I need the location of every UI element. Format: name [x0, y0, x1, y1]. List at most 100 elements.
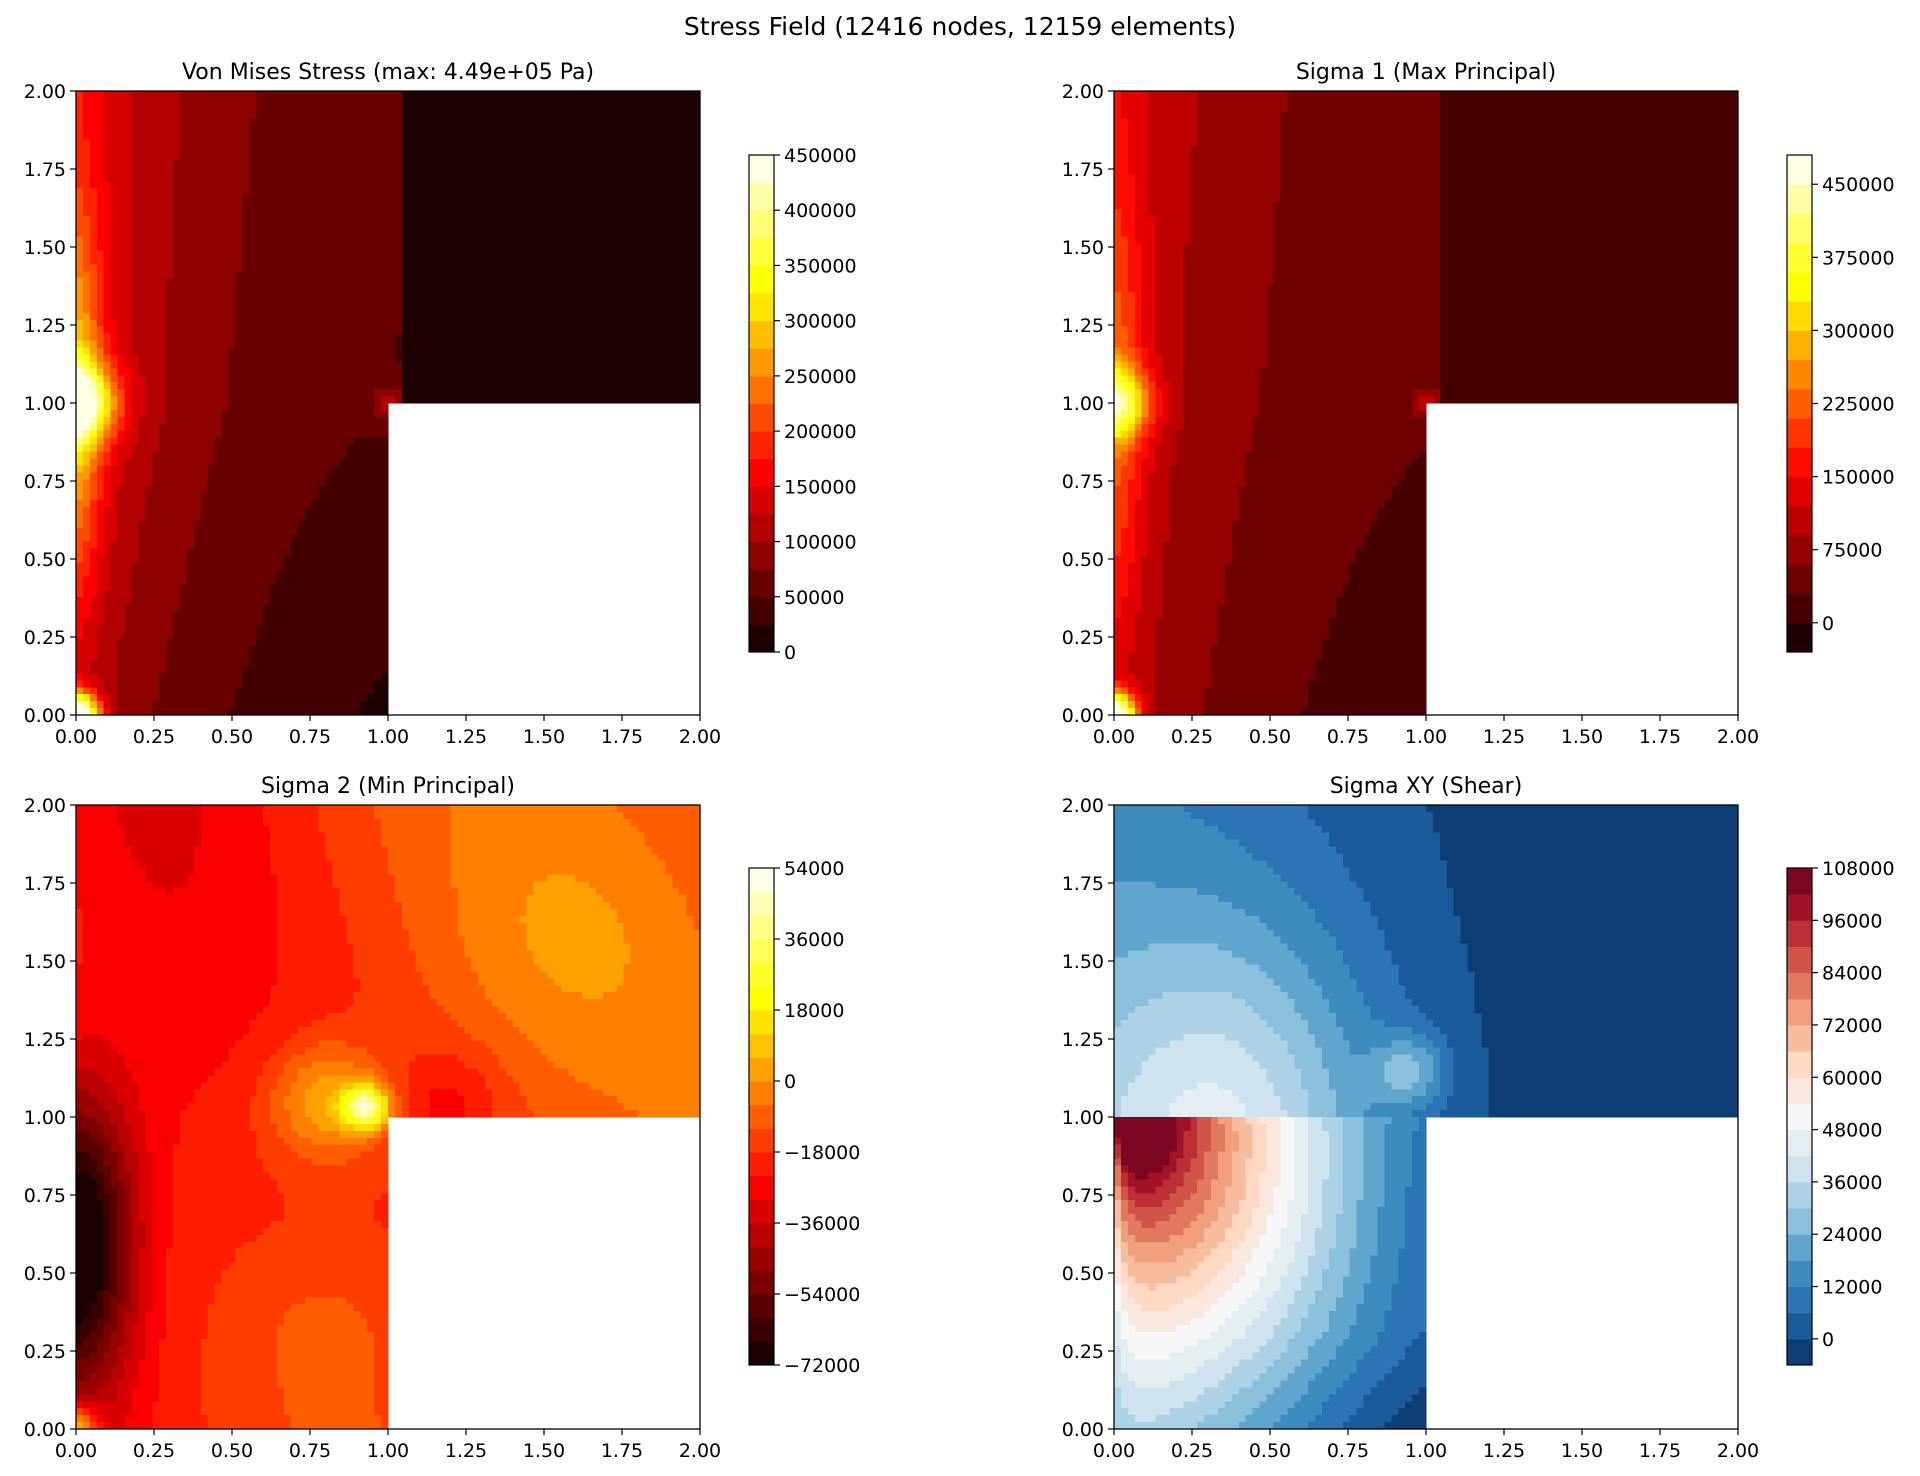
contour-cell	[471, 118, 479, 127]
contour-cell	[124, 292, 133, 300]
contour-cell	[498, 146, 507, 154]
contour-cell	[290, 527, 299, 536]
contour-cell	[443, 361, 451, 369]
contour-cell	[256, 527, 264, 536]
contour-cell	[221, 167, 230, 175]
contour-cell	[277, 347, 285, 356]
contour-cell	[478, 354, 486, 362]
contour-cell	[297, 569, 306, 577]
contour-cell	[367, 472, 375, 480]
contour-cell	[193, 264, 202, 272]
contour-cell	[221, 208, 230, 217]
contour-cell	[159, 548, 167, 557]
contour-cell	[464, 333, 472, 342]
contour-cell	[457, 278, 465, 286]
contour-cell	[422, 312, 431, 321]
contour-cell	[485, 222, 493, 231]
contour-cell	[207, 430, 216, 439]
contour-cell	[270, 243, 278, 252]
contour-cell	[117, 153, 126, 161]
contour-cell	[221, 153, 230, 161]
contour-cell	[96, 340, 105, 349]
contour-cell	[207, 236, 216, 245]
contour-cell	[512, 91, 521, 99]
contour-cell	[498, 215, 507, 224]
contour-cell	[76, 195, 84, 203]
contour-cell	[214, 91, 223, 99]
contour-cell	[82, 174, 91, 182]
contour-cell	[186, 708, 195, 716]
contour-cell	[214, 444, 223, 453]
contour-cell	[374, 680, 382, 688]
contour-cell	[457, 354, 465, 362]
contour-cell	[117, 340, 126, 349]
contour-cell	[505, 257, 514, 265]
contour-cell	[131, 500, 139, 508]
contour-cell	[512, 195, 521, 203]
contour-cell	[374, 396, 382, 404]
contour-cell	[471, 243, 479, 252]
contour-cell	[436, 285, 445, 293]
contour-cell	[186, 389, 195, 397]
contour-cell	[221, 604, 230, 612]
contour-cell	[263, 493, 271, 501]
contour-cell	[290, 188, 299, 196]
contour-cell	[263, 486, 271, 494]
contour-cell	[381, 111, 389, 120]
contour-cell	[166, 292, 174, 300]
contour-cell	[339, 285, 347, 293]
contour-cell	[103, 229, 112, 238]
contour-cell	[263, 375, 271, 383]
contour-cell	[505, 104, 514, 113]
contour-cell	[505, 236, 514, 245]
contour-cell	[277, 590, 285, 598]
contour-cell	[173, 91, 181, 99]
contour-cell	[381, 243, 389, 252]
contour-cell	[394, 208, 403, 217]
contour-cell	[207, 680, 216, 688]
contour-cell	[263, 694, 271, 702]
contour-cell	[519, 195, 528, 203]
contour-cell	[166, 680, 174, 688]
contour-cell	[353, 576, 361, 584]
contour-cell	[374, 319, 382, 328]
contour-cell	[117, 555, 126, 564]
contour-cell	[249, 188, 257, 196]
contour-cell	[256, 694, 264, 702]
contour-cell	[304, 631, 313, 640]
contour-cell	[166, 638, 174, 647]
contour-cell	[346, 292, 354, 300]
contour-cell	[173, 181, 181, 189]
contour-cell	[200, 368, 209, 376]
contour-cell	[304, 139, 313, 148]
contour-cell	[415, 125, 424, 134]
contour-cell	[325, 229, 334, 238]
contour-cell	[103, 562, 112, 570]
contour-cell	[408, 201, 417, 210]
contour-cell	[131, 91, 139, 99]
contour-cell	[505, 153, 514, 161]
contour-cell	[173, 132, 181, 141]
contour-cell	[360, 548, 368, 557]
contour-cell	[512, 292, 521, 300]
contour-cell	[193, 271, 202, 279]
contour-cell	[325, 333, 334, 342]
contour-cell	[110, 638, 119, 647]
contour-cell	[228, 181, 237, 189]
contour-cell	[103, 264, 112, 272]
contour-cell	[353, 271, 361, 279]
contour-cell	[138, 701, 146, 709]
contour-cell	[263, 354, 271, 362]
contour-cell	[290, 139, 299, 148]
contour-cell	[173, 312, 181, 321]
contour-cell	[76, 403, 84, 411]
contour-cell	[436, 396, 445, 404]
contour-cell	[457, 132, 465, 141]
contour-cell	[311, 257, 320, 265]
contour-cell	[408, 139, 417, 148]
contour-cell	[173, 527, 181, 536]
contour-cell	[124, 590, 133, 598]
contour-cell	[173, 534, 181, 543]
contour-cell	[311, 708, 320, 716]
contour-cell	[415, 312, 424, 321]
